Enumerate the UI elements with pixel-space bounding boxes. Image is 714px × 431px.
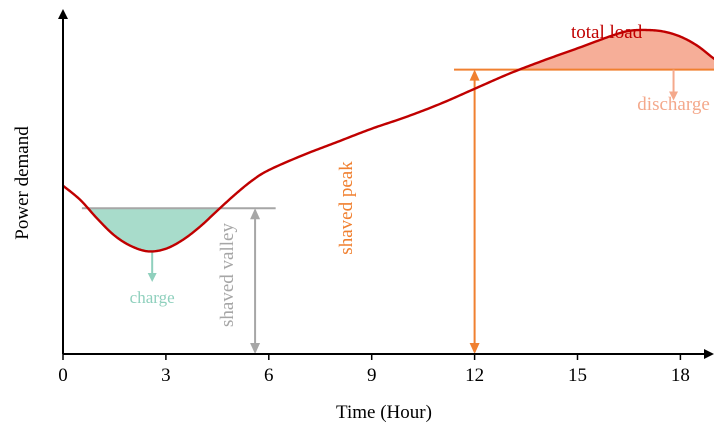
shaved-peak-label: shaved peak <box>336 161 357 255</box>
x-tick-label: 0 <box>58 365 68 386</box>
x-tick-label: 15 <box>568 365 587 386</box>
discharge-area <box>519 29 714 70</box>
x-tick-label: 3 <box>161 365 171 386</box>
x-tick-label: 9 <box>367 365 377 386</box>
charge-area <box>87 208 220 252</box>
shaved-peak-arrow <box>469 69 480 354</box>
charge-arrow <box>147 251 157 282</box>
charge-label: charge <box>130 288 175 307</box>
x-tick-label: 12 <box>465 365 484 386</box>
x-tick-label: 6 <box>264 365 274 386</box>
x-tick-label: 18 <box>671 365 690 386</box>
y-axis-label: Power demand <box>12 126 33 240</box>
x-axis-label: Time (Hour) <box>336 402 432 423</box>
total-load-line <box>62 28 714 253</box>
discharge-arrow <box>669 69 679 101</box>
x-ticks: 036912151821 <box>58 354 690 386</box>
total-load-label: total load <box>571 22 643 43</box>
discharge-label: discharge <box>637 94 709 115</box>
shaved-valley-arrow <box>250 208 261 354</box>
shaved-valley-label: shaved valley <box>217 223 238 327</box>
